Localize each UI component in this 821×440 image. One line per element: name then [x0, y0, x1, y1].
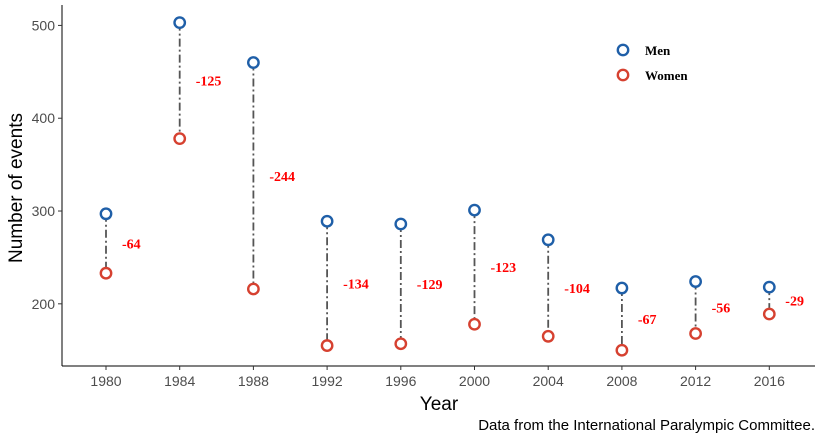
legend-key-men: [616, 43, 630, 57]
men-point-1980: [99, 207, 113, 221]
women-point-2004: [541, 329, 555, 343]
legend: Men Women: [616, 43, 688, 83]
x-tick-label-1996: 1996: [385, 373, 416, 389]
x-tick-label-1992: 1992: [312, 373, 343, 389]
men-point-1984: [173, 16, 187, 30]
men-point-2004: [541, 233, 555, 247]
x-tick-label-2008: 2008: [606, 373, 637, 389]
legend-key-women: [616, 68, 630, 82]
data-source-caption: Data from the International Paralympic C…: [478, 417, 815, 434]
legend-label-men: Men: [645, 43, 671, 58]
difference-label-2016: -29: [785, 295, 804, 310]
women-point-1992: [320, 339, 334, 352]
difference-label-1988: -244: [269, 170, 295, 185]
men-point-1992: [320, 214, 334, 228]
x-axis-title: Year: [420, 394, 459, 415]
y-tick-label-300: 300: [32, 203, 56, 219]
men-point-1996: [394, 217, 408, 231]
y-tick-label-400: 400: [32, 110, 56, 126]
difference-label-1980: -64: [122, 238, 141, 253]
men-point-2000: [468, 203, 481, 217]
women-point-2008: [615, 343, 629, 357]
women-point-2000: [468, 317, 481, 331]
difference-label-2000: -123: [491, 261, 517, 276]
difference-labels: -64 -125 -244 -134 -129 -123 -104 -67 -56 -29: [122, 75, 804, 329]
legend-label-women: Women: [645, 68, 688, 83]
difference-label-2012: -56: [712, 302, 731, 317]
x-tick-label-2004: 2004: [533, 373, 564, 389]
x-tick-label-2012: 2012: [680, 373, 711, 389]
connector-lines: [105, 22, 771, 351]
x-tick-label-1984: 1984: [164, 373, 195, 389]
women-point-1988: [246, 282, 260, 296]
axes: 200 300 400 500 1980 1984 1988 1992 1996 2000 2004…: [32, 5, 815, 389]
y-axis-title: Number of events: [6, 113, 27, 263]
men-point-1988: [246, 56, 260, 69]
x-tick-label-1988: 1988: [238, 373, 269, 389]
difference-label-1992: -134: [343, 277, 369, 292]
y-tick-label-500: 500: [32, 17, 56, 33]
difference-label-2008: -67: [638, 313, 657, 328]
difference-label-2004: -104: [564, 282, 590, 297]
women-point-2012: [689, 327, 702, 340]
men-point-2012: [689, 275, 702, 288]
women-point-1984: [173, 132, 187, 146]
x-tick-label-1980: 1980: [90, 373, 121, 389]
women-point-1996: [394, 337, 408, 351]
x-tick-label-2000: 2000: [459, 373, 490, 389]
data-points: [99, 16, 776, 357]
men-point-2008: [615, 281, 629, 295]
x-tick-label-2016: 2016: [754, 373, 785, 389]
women-point-1980: [99, 266, 113, 280]
difference-label-1996: -129: [417, 278, 443, 293]
y-tick-label-200: 200: [32, 296, 56, 312]
difference-label-1984: -125: [196, 75, 222, 90]
women-point-2016: [762, 307, 776, 321]
men-point-2016: [762, 280, 776, 294]
